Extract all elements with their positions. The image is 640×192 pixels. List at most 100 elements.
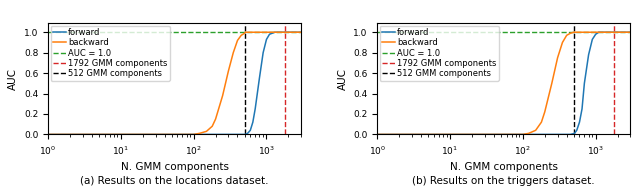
forward: [573, 129, 580, 132]
forward: [246, 129, 254, 132]
forward: [285, 31, 292, 33]
backward: [203, 130, 211, 132]
backward: [241, 32, 248, 34]
Title: (b) Results on the triggers dataset.: (b) Results on the triggers dataset.: [412, 176, 595, 186]
forward: [44, 133, 52, 136]
forward: [592, 33, 600, 36]
forward: [190, 133, 198, 136]
forward: [255, 77, 263, 79]
backward: [246, 31, 254, 33]
forward: [605, 31, 612, 33]
backward: [219, 94, 227, 97]
backward: [566, 32, 574, 34]
backward: [519, 133, 527, 136]
backward: [168, 133, 175, 136]
backward: [196, 132, 204, 135]
backward: [95, 133, 103, 136]
backward: [424, 133, 432, 136]
backward: [298, 31, 305, 33]
backward: [373, 133, 381, 136]
forward: [241, 133, 249, 136]
forward: [627, 31, 634, 33]
AUC = 1.0: [373, 31, 381, 33]
backward: [571, 31, 579, 33]
Y-axis label: AUC: AUC: [8, 68, 19, 90]
forward: [578, 108, 586, 110]
forward: [259, 51, 267, 54]
forward: [611, 31, 618, 33]
forward: [117, 133, 125, 136]
Y-axis label: AUC: AUC: [337, 68, 348, 90]
forward: [424, 133, 432, 136]
forward: [281, 31, 289, 33]
backward: [554, 57, 561, 59]
forward: [298, 31, 305, 33]
backward: [446, 133, 454, 136]
forward: [585, 54, 593, 56]
forward: [262, 38, 270, 41]
forward: [519, 133, 527, 136]
forward: [580, 82, 588, 84]
backward: [525, 132, 532, 135]
backward: [229, 51, 237, 54]
Line: backward: backward: [48, 32, 301, 134]
forward: [252, 108, 259, 110]
backward: [190, 133, 198, 136]
backward: [563, 34, 570, 36]
backward: [548, 82, 556, 84]
forward: [373, 133, 381, 136]
backward: [241, 31, 249, 33]
backward: [255, 31, 263, 33]
backward: [512, 133, 520, 136]
backward: [559, 41, 566, 44]
forward: [563, 133, 570, 136]
backward: [281, 31, 289, 33]
forward: [225, 133, 232, 136]
forward: [541, 133, 548, 136]
backward: [209, 125, 216, 127]
forward: [271, 31, 278, 33]
forward: [95, 133, 103, 136]
forward: [446, 133, 454, 136]
Line: forward: forward: [377, 32, 630, 134]
Legend: forward, backward, AUC = 1.0, 1792 GMM components, 512 GMM components: forward, backward, AUC = 1.0, 1792 GMM c…: [51, 26, 170, 80]
forward: [244, 132, 252, 135]
forward: [234, 133, 241, 136]
backward: [183, 133, 191, 136]
forward: [575, 121, 583, 123]
forward: [571, 132, 579, 135]
X-axis label: N. GMM components: N. GMM components: [450, 162, 558, 172]
forward: [249, 121, 257, 123]
Line: backward: backward: [377, 32, 630, 134]
backward: [541, 111, 548, 113]
backward: [570, 31, 577, 33]
forward: [266, 33, 273, 36]
forward: [554, 133, 561, 136]
backward: [575, 31, 583, 33]
backward: [538, 121, 545, 123]
backward: [497, 133, 505, 136]
X-axis label: N. GMM components: N. GMM components: [120, 162, 228, 172]
forward: [212, 133, 220, 136]
AUC = 1.0: [44, 31, 52, 33]
Title: (a) Results on the locations dataset.: (a) Results on the locations dataset.: [81, 176, 269, 186]
forward: [497, 133, 505, 136]
Line: forward: forward: [48, 32, 301, 134]
Legend: forward, backward, AUC = 1.0, 1792 GMM components, 512 GMM components: forward, backward, AUC = 1.0, 1792 GMM c…: [380, 26, 499, 80]
backward: [44, 133, 52, 136]
backward: [237, 34, 245, 36]
backward: [225, 70, 232, 72]
forward: [275, 31, 283, 33]
forward: [589, 38, 596, 41]
forward: [566, 133, 574, 136]
backward: [117, 133, 125, 136]
backward: [627, 31, 634, 33]
forward: [168, 133, 175, 136]
backward: [611, 31, 618, 33]
forward: [600, 31, 608, 33]
backward: [212, 118, 220, 120]
backward: [234, 39, 241, 41]
backward: [585, 31, 593, 33]
forward: [595, 31, 602, 33]
backward: [532, 129, 540, 132]
